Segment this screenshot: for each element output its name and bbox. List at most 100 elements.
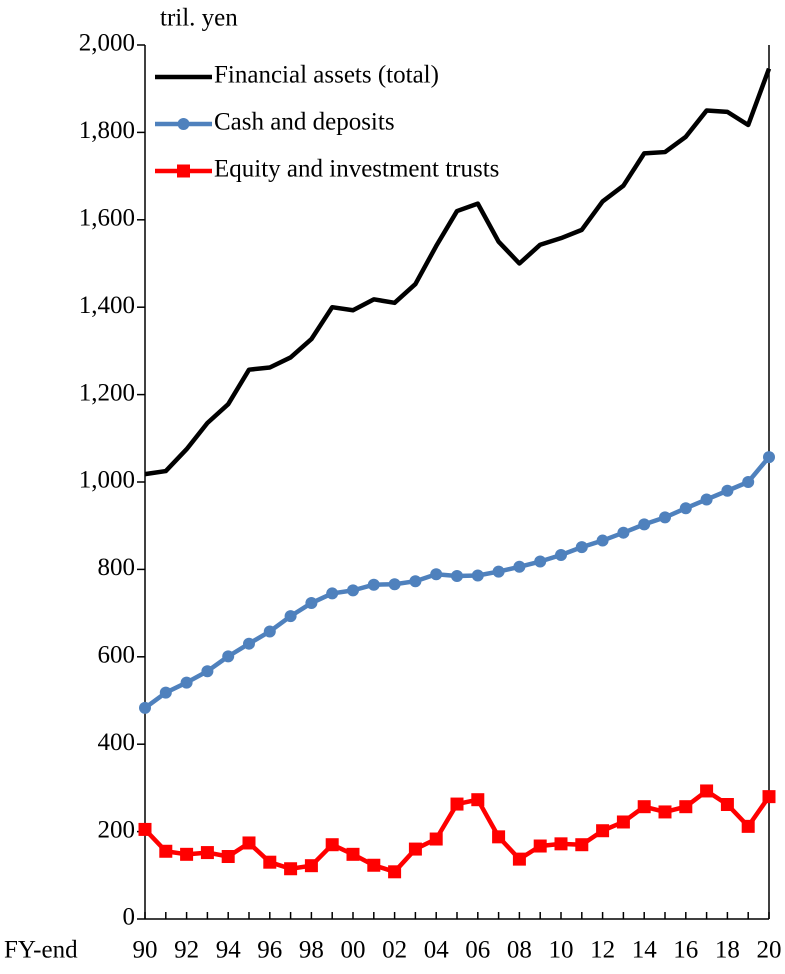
x-tick-label: 96	[257, 937, 282, 964]
data-point	[513, 560, 526, 573]
legend-label: Financial assets (total)	[214, 62, 439, 89]
data-point	[534, 555, 547, 568]
data-point	[263, 855, 277, 869]
data-point	[159, 844, 173, 858]
data-point	[679, 502, 692, 515]
data-point	[700, 493, 713, 506]
y-tick-label: 0	[123, 904, 136, 931]
x-tick-label: 08	[507, 937, 532, 964]
data-point	[263, 625, 276, 638]
data-point	[388, 865, 402, 879]
x-tick-label: 06	[465, 937, 490, 964]
x-tick-label: 90	[133, 937, 158, 964]
data-point	[222, 650, 235, 663]
y-tick-label: 600	[98, 642, 136, 669]
x-tick-label: 20	[757, 937, 782, 964]
data-point	[139, 701, 151, 714]
data-point	[430, 568, 443, 581]
data-point	[658, 805, 672, 819]
data-point	[367, 858, 381, 872]
series-line	[143, 455, 771, 710]
data-point	[492, 565, 505, 578]
x-tick-label: 14	[632, 937, 658, 964]
y-tick-label: 400	[98, 729, 136, 756]
x-tick-label: 16	[673, 937, 698, 964]
data-point	[243, 637, 255, 650]
data-point	[409, 575, 422, 588]
data-point	[555, 548, 567, 561]
x-tick-label: 10	[549, 937, 574, 964]
data-point	[575, 541, 588, 554]
data-point	[201, 665, 214, 678]
data-point	[388, 578, 401, 591]
data-point	[575, 838, 589, 852]
data-point	[637, 800, 651, 814]
x-tick-label: 00	[341, 937, 366, 964]
data-point	[305, 597, 318, 610]
data-point	[451, 569, 463, 582]
data-point	[741, 819, 755, 833]
data-point	[304, 859, 318, 873]
y-tick-label: 1,000	[79, 467, 135, 494]
legend-label: Cash and deposits	[214, 109, 395, 136]
data-point	[700, 784, 714, 798]
series-line	[144, 67, 772, 477]
x-tick-label: 92	[174, 937, 199, 964]
data-point	[221, 850, 235, 864]
y-tick-label: 1,800	[79, 117, 135, 144]
data-point	[450, 797, 464, 811]
y-tick-label: 1,400	[79, 292, 135, 319]
data-point	[200, 846, 214, 860]
x-tick-label: 94	[216, 937, 242, 964]
data-point	[138, 822, 152, 836]
data-point	[471, 569, 484, 582]
data-point	[512, 852, 526, 866]
legend-marker	[177, 164, 190, 178]
data-point	[242, 836, 256, 850]
x-tick-label: 18	[715, 937, 740, 964]
y-axis-unit: tril. yen	[160, 5, 238, 32]
data-point	[763, 451, 775, 464]
data-point	[638, 518, 651, 531]
y-tick-label: 2,000	[79, 30, 135, 57]
data-point	[720, 798, 734, 812]
data-point	[326, 587, 339, 600]
y-tick-label: 1,200	[79, 379, 135, 406]
data-point	[284, 610, 297, 623]
data-point	[367, 578, 380, 591]
data-point	[762, 790, 776, 804]
data-point	[471, 793, 485, 807]
x-tick-label: 12	[590, 937, 615, 964]
data-point	[659, 511, 671, 524]
data-point	[347, 584, 359, 597]
data-point	[742, 476, 755, 488]
data-point	[180, 676, 193, 689]
data-point	[679, 800, 693, 814]
data-point	[721, 484, 734, 497]
data-point	[617, 526, 630, 539]
data-point	[554, 837, 568, 851]
x-tick-label: 02	[382, 937, 407, 964]
data-point	[596, 534, 609, 547]
data-point	[180, 847, 194, 861]
data-point	[616, 815, 630, 829]
x-tick-label: 98	[299, 937, 324, 964]
x-axis-label: FY-end	[4, 937, 78, 964]
data-point	[284, 862, 298, 876]
y-tick-label: 1,600	[79, 205, 135, 232]
data-point	[325, 838, 339, 852]
data-point	[159, 686, 172, 699]
x-tick-label: 04	[424, 937, 450, 964]
data-point	[492, 830, 506, 844]
data-point	[408, 842, 422, 856]
y-tick-label: 800	[98, 554, 136, 581]
y-tick-label: 200	[98, 816, 136, 843]
legend-label: Equity and investment trusts	[214, 156, 499, 183]
data-point	[596, 824, 610, 838]
data-point	[429, 832, 443, 846]
data-point	[533, 839, 547, 853]
data-point	[346, 847, 360, 861]
legend-marker	[177, 118, 190, 130]
